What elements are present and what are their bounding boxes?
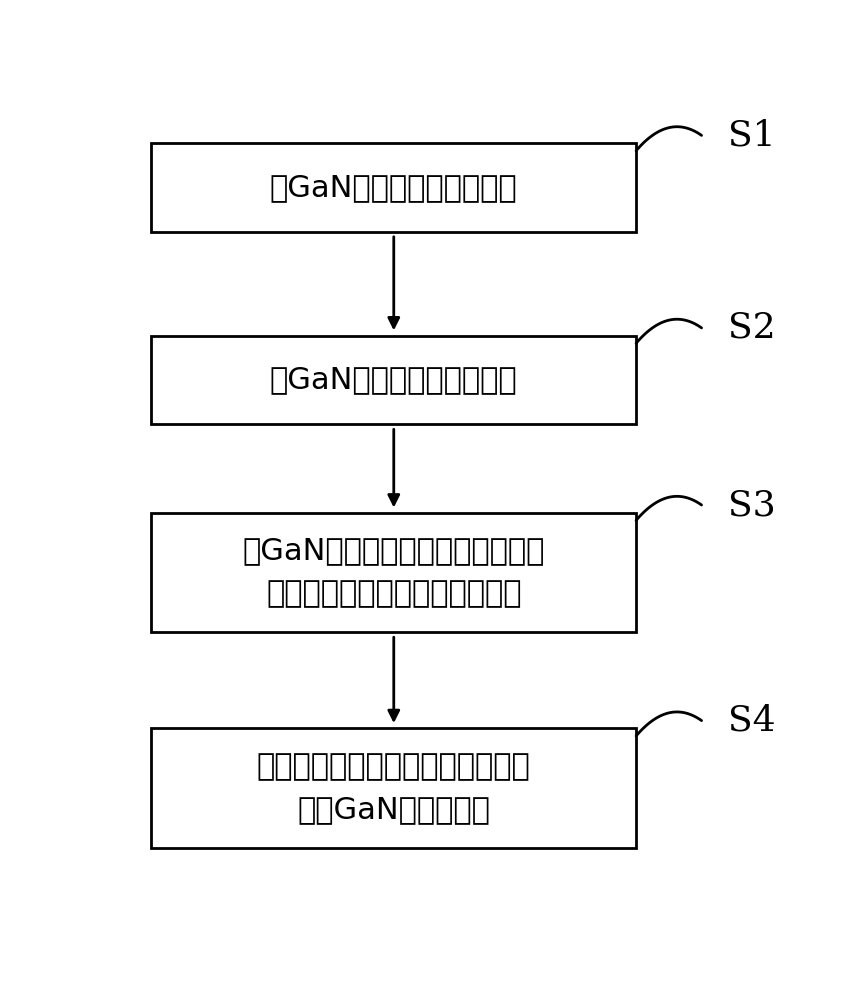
- Text: S2: S2: [727, 311, 775, 345]
- Bar: [151, 728, 636, 848]
- Text: S4: S4: [727, 704, 775, 738]
- Bar: [151, 143, 636, 232]
- Bar: [151, 513, 636, 632]
- Text: 向GaN单晶衬底注入氟离子: 向GaN单晶衬底注入氟离子: [269, 365, 517, 394]
- Text: 向生长腔室内通入半导体材料，以
制备GaN基外延结构: 向生长腔室内通入半导体材料，以 制备GaN基外延结构: [257, 752, 530, 824]
- Text: 将GaN单晶衬底置入半导体材料生
长设备的生长腔室内进行热处理: 将GaN单晶衬底置入半导体材料生 长设备的生长腔室内进行热处理: [242, 536, 544, 608]
- Bar: [151, 336, 636, 424]
- Text: 对GaN单晶衬底进行预处理: 对GaN单晶衬底进行预处理: [269, 173, 517, 202]
- Text: S3: S3: [727, 488, 775, 522]
- Text: S1: S1: [727, 118, 775, 152]
